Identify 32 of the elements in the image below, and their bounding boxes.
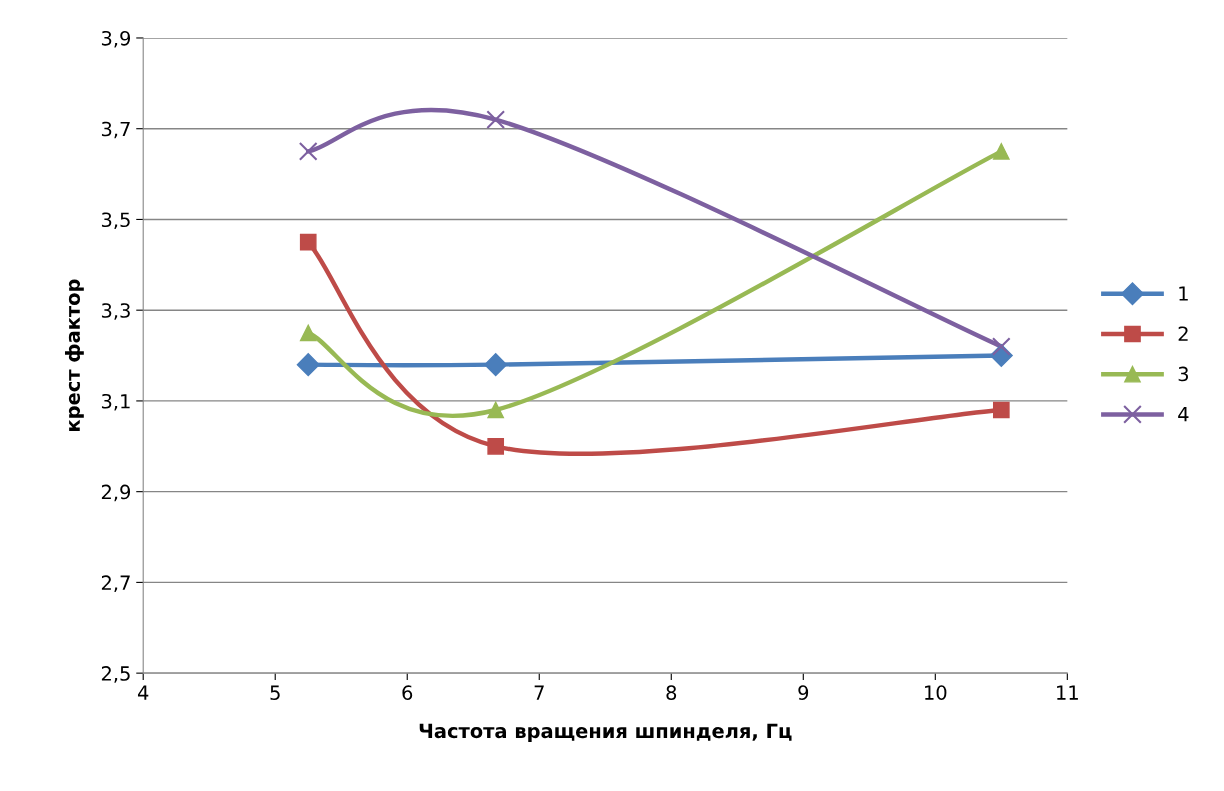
point: [487, 401, 505, 419]
x-tick-label: 9: [798, 685, 809, 700]
point: [484, 353, 508, 377]
x-axis-title: Частота вращения шпинделя, Гц: [419, 723, 792, 743]
point: [296, 353, 320, 377]
x-tick-label: 10: [925, 685, 947, 700]
y-tick-label: 3,7: [101, 121, 130, 139]
y-tick-label: 2,5: [101, 666, 130, 683]
point: [299, 324, 317, 342]
y-tick-label: 3,5: [101, 212, 130, 230]
legend-label: 1: [1179, 286, 1188, 301]
point: [299, 233, 317, 251]
y-tick-label: 3,3: [101, 303, 130, 320]
y-tick-label: 3,1: [101, 393, 130, 411]
y-tick-label: 2,9: [101, 484, 131, 502]
x-tick-label: 8: [666, 685, 677, 700]
point: [992, 401, 1010, 419]
x-tick-label: 7: [534, 685, 544, 700]
x-tick-label: 11: [1057, 685, 1078, 700]
point: [298, 142, 318, 161]
x-tick-label: 4: [137, 685, 149, 700]
legend-label: 4: [1178, 407, 1189, 422]
point: [487, 437, 505, 455]
x-tick-label: 5: [270, 685, 280, 700]
x-tick-label: 6: [402, 685, 413, 700]
y-axis-title: крест фактор: [64, 279, 84, 431]
y-tick-label: 3,9: [101, 30, 131, 48]
point: [992, 143, 1010, 160]
legend-label: 2: [1178, 326, 1188, 341]
y-tick-label: 2,7: [101, 575, 130, 593]
legend-label: 3: [1178, 366, 1189, 382]
point: [486, 110, 506, 130]
